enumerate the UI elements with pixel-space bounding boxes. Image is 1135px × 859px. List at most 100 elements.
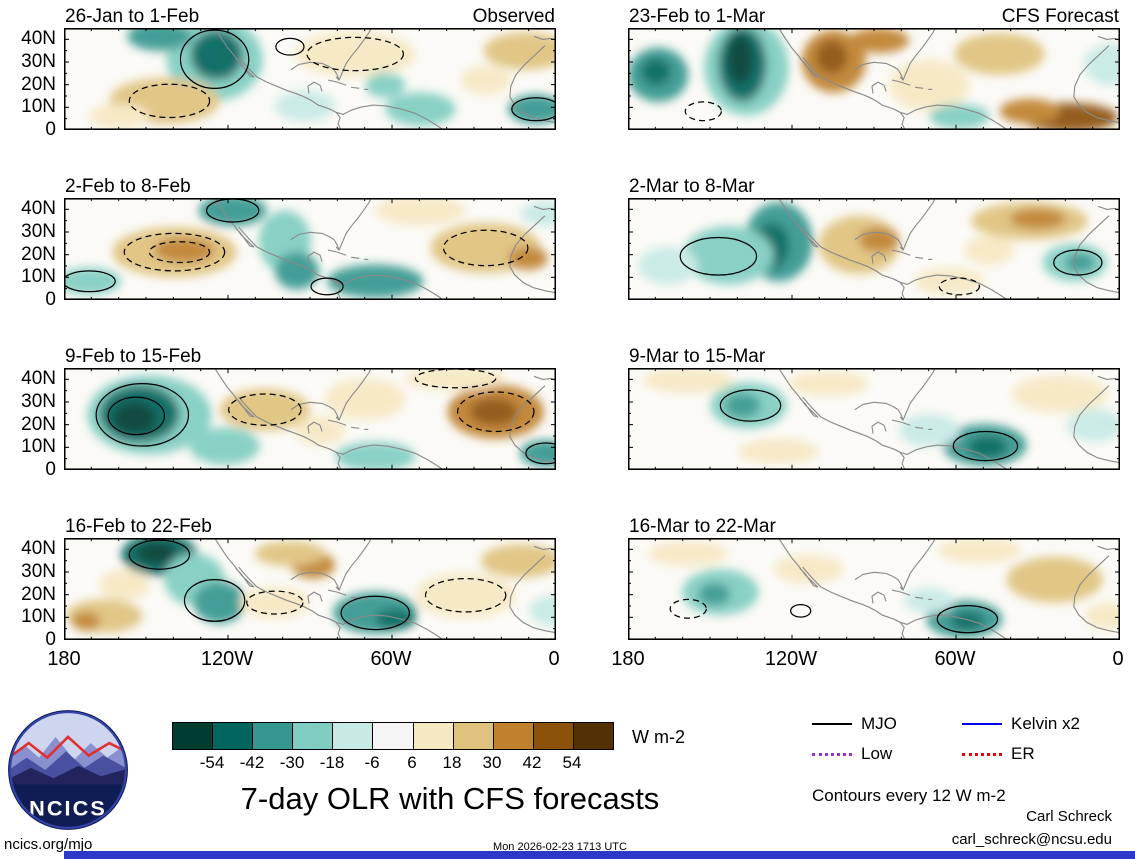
anomaly-blobs-layer xyxy=(628,28,1120,130)
panel-obs-week1: 26-Jan to 1-Feb Observed 40N 30N 20N 10N 0 xyxy=(21,4,556,140)
coastline-layer xyxy=(214,538,556,640)
y-tick-label: 20N xyxy=(21,73,56,95)
map-canvas xyxy=(628,538,1120,640)
map-canvas xyxy=(64,538,556,640)
map-svg xyxy=(628,198,1120,300)
colorbar-segment xyxy=(413,723,454,749)
y-tick-label: 20N xyxy=(21,583,56,605)
map-svg xyxy=(628,538,1120,640)
colorbar-labels: -54 -42 -30 -18 -6 6 18 30 42 54 xyxy=(172,750,615,772)
colorbar-segment xyxy=(373,723,414,749)
figure-title: 7-day OLR with CFS forecasts xyxy=(240,781,660,816)
y-tick-label: 30N xyxy=(21,560,56,582)
coastline-layer xyxy=(778,28,1120,130)
x-tick-label: 120W xyxy=(764,648,818,670)
colorbar-segment xyxy=(333,723,374,749)
x-tick-label: 0 xyxy=(1112,648,1124,670)
panel-date-range: 16-Feb to 22-Feb xyxy=(65,516,212,537)
coastline-layer xyxy=(778,538,1120,640)
legend-item-mjo: MJO xyxy=(812,712,897,736)
y-tick-label: 20N xyxy=(21,413,56,435)
colorbar-tick-label: -30 xyxy=(279,753,305,772)
author-email[interactable]: carl_schreck@ncsu.edu xyxy=(951,831,1112,848)
panel-obs-week4: 16-Feb to 22-Feb 40N 30N 20N 10N 0 xyxy=(21,514,556,650)
panel-obs-week3: 9-Feb to 15-Feb 40N 30N 20N 10N 0 xyxy=(21,344,556,480)
y-tick-label: 30N xyxy=(21,50,56,72)
y-axis-labels: 40N 30N 20N 10N 0 xyxy=(16,28,60,140)
panel-fcst-week1: 23-Feb to 1-Mar CFS Forecast xyxy=(628,4,1120,130)
x-tick-label: 0 xyxy=(548,648,560,670)
colorbar: -54 -42 -30 -18 -6 6 18 30 42 54 xyxy=(172,722,615,772)
x-axis-labels-left: 180 120W 60W 0 xyxy=(47,648,560,674)
column-label-forecast: CFS Forecast xyxy=(1001,6,1119,27)
wave-contours-layer xyxy=(128,539,507,631)
colorbar-tick-label: -42 xyxy=(239,753,265,772)
map-svg xyxy=(628,28,1120,130)
y-axis-labels: 40N 30N 20N 10N 0 xyxy=(16,198,60,310)
map-canvas xyxy=(64,198,556,300)
wave-contours-layer xyxy=(669,598,999,634)
logo-red-ridgeline xyxy=(10,735,126,761)
panel-date-range: 2-Mar to 8-Mar xyxy=(629,176,755,197)
anomaly-blobs-layer xyxy=(87,368,556,470)
y-tick-label: 40N xyxy=(21,198,56,220)
y-tick-label: 40N xyxy=(21,28,56,50)
panel-obs-week2: 2-Feb to 8-Feb 40N 30N 20N 10N 0 xyxy=(21,174,556,310)
map-canvas xyxy=(628,368,1120,470)
colorbar-tick-label: 6 xyxy=(407,753,417,772)
colorbar-segment xyxy=(533,723,574,749)
x-tick-label: 120W xyxy=(200,648,254,670)
y-tick-label: 0 xyxy=(45,119,56,140)
logo-text: NCICS xyxy=(29,795,107,820)
map-svg xyxy=(64,538,556,640)
y-tick-label: 0 xyxy=(45,289,56,310)
ncics-logo-svg: NCICS xyxy=(8,710,128,830)
panel-fcst-week3: 9-Mar to 15-Mar xyxy=(628,344,1120,470)
colorbar-tick-label: 30 xyxy=(482,753,502,772)
colorbar-segment xyxy=(173,723,214,749)
y-tick-label: 40N xyxy=(21,368,56,390)
y-tick-label: 0 xyxy=(45,629,56,650)
colorbar-segment xyxy=(293,723,334,749)
map-svg xyxy=(64,198,556,300)
x-tick-label: 180 xyxy=(47,648,81,670)
coastline-layer xyxy=(214,198,556,300)
colorbar-segment xyxy=(453,723,494,749)
kelvin-line-swatch xyxy=(962,723,1002,725)
legend-item-kelvin: Kelvin x2 xyxy=(962,712,1080,736)
y-tick-label: 10N xyxy=(21,436,56,458)
map-svg xyxy=(64,368,556,470)
wave-contours-layer xyxy=(679,236,1103,296)
er-line-swatch xyxy=(962,752,1002,756)
colorbar-tick-label: -18 xyxy=(319,753,345,772)
y-tick-label: 10N xyxy=(21,606,56,628)
wave-contours-layer xyxy=(64,198,529,296)
x-tick-label: 60W xyxy=(934,648,976,670)
wave-contours-layer xyxy=(684,101,722,122)
panel-fcst-week2: 2-Mar to 8-Mar xyxy=(628,174,1120,300)
coastline-layer xyxy=(778,198,1120,300)
y-tick-label: 40N xyxy=(21,538,56,560)
colorbar-tick-label: 42 xyxy=(522,753,542,772)
y-axis-labels: 40N 30N 20N 10N 0 xyxy=(16,538,60,650)
map-svg xyxy=(64,28,556,130)
anomaly-blobs-layer xyxy=(648,538,1120,638)
colorbar-tick-label: -54 xyxy=(199,753,225,772)
colorbar-units: W m-2 xyxy=(632,727,685,747)
map-canvas xyxy=(628,28,1120,130)
anomaly-blobs-layer xyxy=(638,202,1107,295)
colorbar-swatches xyxy=(172,722,614,750)
wave-legend: MJO Kelvin x2 Low ER xyxy=(812,706,1122,776)
wave-contours-layer xyxy=(128,29,556,122)
low-line-swatch xyxy=(812,752,852,756)
map-svg xyxy=(628,368,1120,470)
wave-contours-layer xyxy=(95,368,556,465)
map-canvas xyxy=(64,368,556,470)
y-tick-label: 10N xyxy=(21,96,56,118)
site-link[interactable]: ncics.org/mjo xyxy=(4,836,93,853)
y-tick-label: 20N xyxy=(21,243,56,265)
column-label-observed: Observed xyxy=(472,6,555,27)
anomaly-blobs-layer xyxy=(89,28,556,129)
colorbar-tick-label: -6 xyxy=(364,753,380,772)
